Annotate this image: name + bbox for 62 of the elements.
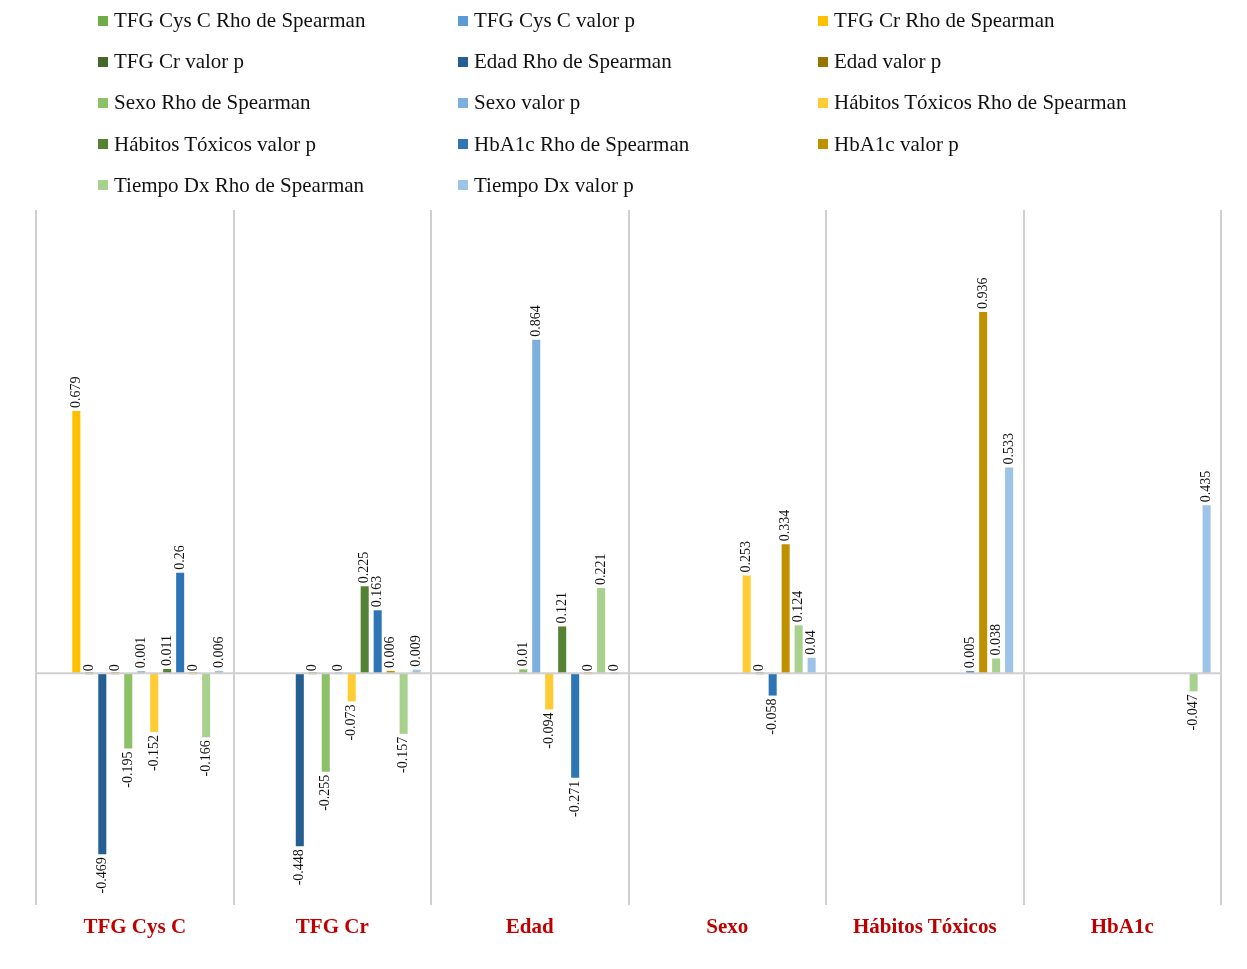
data-label: -0.094: [540, 712, 556, 749]
legend-label: HbA1c Rho de Spearman: [474, 131, 690, 157]
x-tick-label: Edad: [505, 913, 554, 938]
data-label: 0.009: [408, 635, 424, 667]
data-label: 0.006: [210, 636, 226, 668]
data-label: 0: [330, 664, 346, 672]
data-label: 0.435: [1198, 470, 1214, 503]
legend-label: TFG Cys C valor p: [474, 8, 636, 34]
legend-label: Hábitos Tóxicos valor p: [114, 131, 317, 157]
data-label: 0: [304, 664, 320, 672]
data-label: 0: [184, 664, 200, 672]
data-label: 0.253: [738, 541, 754, 573]
data-label: 0.225: [356, 551, 372, 584]
legend-label: Sexo Rho de Spearman: [114, 90, 311, 116]
data-label: 0.011: [158, 634, 174, 666]
legend-label: TFG Cr valor p: [114, 49, 245, 75]
data-label: 0.04: [803, 630, 819, 655]
data-label: -0.058: [764, 698, 780, 735]
legend-label: Sexo valor p: [474, 90, 581, 116]
legend-label: Tiempo Dx valor p: [474, 172, 634, 198]
data-label: 0: [579, 664, 595, 672]
data-label: 0: [605, 664, 621, 672]
data-label: 0.01: [514, 641, 530, 667]
data-label: 0: [81, 664, 96, 672]
data-label: 0.163: [369, 575, 385, 608]
data-label: -0.073: [343, 704, 359, 741]
legend-label: TFG Cr Rho de Spearman: [834, 8, 1055, 34]
legend-label: TFG Cys C Rho de Spearman: [114, 8, 366, 34]
data-label: 0: [751, 664, 767, 672]
data-label: 0.679: [68, 376, 84, 409]
legend-label: Hábitos Tóxicos Rho de Spearman: [834, 90, 1127, 116]
data-label: -0.469: [93, 857, 109, 894]
data-label: 0.533: [1000, 432, 1016, 465]
data-label: 0.864: [527, 305, 543, 337]
data-label: 0.001: [132, 636, 148, 669]
data-label: -0.255: [317, 774, 333, 811]
x-tick-label: HbA1c: [1090, 913, 1154, 938]
data-label: 0.005: [961, 636, 977, 669]
legend-label: Edad Rho de Spearman: [474, 49, 672, 75]
data-label: 0.936: [974, 277, 990, 309]
data-label: -0.195: [119, 751, 135, 788]
data-label: -0.448: [291, 849, 307, 886]
legend-label: Tiempo Dx Rho de Spearman: [114, 172, 365, 198]
legend-label: HbA1c valor p: [834, 131, 959, 157]
data-label: 0.121: [553, 591, 569, 624]
x-tick-label: Sexo: [706, 913, 749, 938]
data-label: -0.152: [145, 734, 161, 772]
data-label: -0.157: [395, 736, 411, 773]
data-label: 0.334: [777, 509, 793, 542]
data-label: 0.006: [382, 636, 398, 668]
x-tick-label: TFG Cr: [295, 913, 369, 938]
data-label: -0.271: [566, 780, 582, 817]
data-label: 0.124: [790, 590, 806, 623]
x-tick-label: Hábitos Tóxicos: [852, 913, 997, 938]
data-label: 0: [106, 664, 122, 672]
data-label: 0.26: [171, 545, 187, 570]
legend-label: Edad valor p: [834, 49, 942, 75]
data-label: -0.166: [197, 740, 213, 777]
data-label: -0.047: [1185, 694, 1201, 731]
x-tick-label: TFG Cys C: [83, 913, 187, 938]
data-label: 0.038: [987, 624, 1003, 656]
data-label: 0.221: [592, 553, 608, 585]
